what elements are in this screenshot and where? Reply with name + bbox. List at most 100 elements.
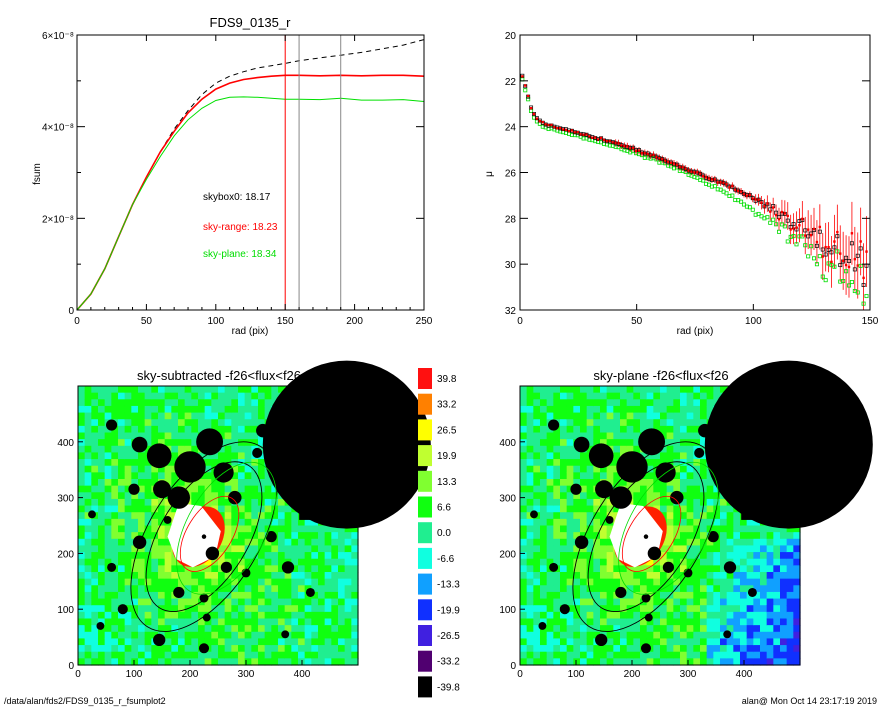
image-pixel: [546, 405, 554, 414]
image-pixel: [753, 585, 761, 593]
image-pixel: [198, 651, 206, 659]
image-pixel: [344, 645, 352, 653]
image-pixel: [164, 638, 172, 646]
image-pixel: [560, 459, 568, 467]
image-pixel: [626, 598, 634, 606]
image-pixel: [124, 472, 132, 480]
image-pixel: [164, 565, 172, 573]
image-pixel: [171, 638, 179, 646]
mu-point-sky-range: [856, 264, 859, 267]
image-pixel: [573, 412, 581, 420]
image-pixel: [713, 611, 721, 620]
mu-point-sky-range: [529, 106, 533, 110]
image-pixel: [238, 485, 246, 493]
image-pixel: [238, 505, 246, 513]
image-pixel: [593, 425, 601, 434]
image-pixel: [533, 631, 541, 640]
fsum-plot-title: FDS9_0135_r: [210, 15, 292, 30]
image-pixel: [204, 658, 212, 666]
image-pixel: [131, 591, 139, 600]
image-pixel: [278, 498, 286, 507]
image-pixel: [606, 591, 614, 600]
image-pixel: [746, 611, 754, 620]
image-pixel: [600, 585, 608, 593]
image-pixel: [158, 625, 166, 633]
image-pixel: [673, 538, 681, 547]
image-pixel: [191, 565, 199, 573]
mu-point-sky-plane: [809, 244, 814, 249]
image-pixel: [331, 558, 339, 566]
image-pixel: [680, 498, 688, 507]
masked-star: [220, 561, 232, 573]
image-pixel: [726, 518, 734, 527]
mu-ytick-label: 30: [505, 260, 517, 271]
image-pixel: [646, 419, 654, 427]
image-pixel: [660, 485, 668, 493]
image-pixel: [566, 638, 574, 646]
image-pixel: [573, 658, 581, 666]
image-pixel: [540, 585, 548, 593]
image-pixel: [111, 432, 119, 440]
image-pixel: [553, 432, 561, 440]
image-pixel: [620, 638, 628, 646]
image-pixel: [204, 565, 212, 573]
image-pixel: [111, 392, 119, 400]
image-pixel: [238, 432, 246, 440]
image-pixel: [520, 472, 528, 480]
image-pixel: [298, 651, 306, 659]
image-pixel: [533, 485, 541, 493]
image-pixel: [271, 558, 279, 566]
image-pixel: [351, 625, 359, 633]
mu-point-sky-range: [559, 126, 562, 130]
image-pixel: [546, 525, 554, 533]
image-pixel: [204, 399, 212, 407]
image-pixel: [633, 638, 641, 646]
image-pixel: [264, 392, 272, 400]
mu-point-sky-range: [661, 157, 664, 161]
image-pixel: [753, 645, 761, 653]
image-pixel: [766, 611, 774, 620]
image-pixel: [291, 552, 299, 560]
image-pixel: [204, 591, 212, 600]
image-pixel: [566, 538, 574, 547]
footer-file-path: /data/alan/fds2/FDS9_0135_r_fsumplot2: [4, 696, 166, 706]
image-pixel: [680, 432, 688, 440]
image-pixel: [271, 545, 279, 553]
image-pixel: [580, 419, 588, 427]
image-pixel: [640, 485, 648, 493]
image-pixel: [211, 405, 219, 414]
image-pixel: [540, 505, 548, 513]
image-pixel: [533, 518, 541, 527]
image-pixel: [231, 525, 239, 533]
image-pixel: [118, 518, 126, 527]
image-pixel: [546, 572, 554, 580]
image-pixel: [191, 445, 199, 454]
image-pixel: [318, 578, 326, 586]
image-pixel: [218, 485, 226, 493]
image-pixel: [244, 611, 252, 620]
aperture-ellipse-inner: [587, 461, 705, 613]
image-pixel: [760, 611, 768, 620]
image-pixel: [780, 552, 788, 560]
image-pixel: [251, 631, 259, 640]
image-pixel: [198, 498, 206, 507]
image-pixel: [224, 419, 232, 427]
image-pixel: [184, 432, 192, 440]
fsum-plot: FDS9_0135_r 0 50 100 150 200 25002×10⁻⁸4×10⁻⁸…: [32, 15, 433, 337]
image-pixel: [158, 432, 166, 440]
image-pixel: [580, 565, 588, 573]
image-pixel: [786, 525, 794, 533]
image-pixel: [258, 399, 266, 407]
image-pixel: [178, 386, 186, 394]
image-pixel: [520, 538, 528, 547]
image-pixel: [111, 578, 119, 586]
image-pixel: [566, 545, 574, 553]
image-pixel: [693, 399, 701, 407]
image-pixel: [780, 585, 788, 593]
image-pixel: [231, 505, 239, 513]
image-pixel: [626, 578, 634, 586]
image-pixel: [278, 558, 286, 566]
image-pixel: [184, 598, 192, 606]
image-pixel: [560, 645, 568, 653]
mu-point-sky-range: [643, 151, 647, 155]
